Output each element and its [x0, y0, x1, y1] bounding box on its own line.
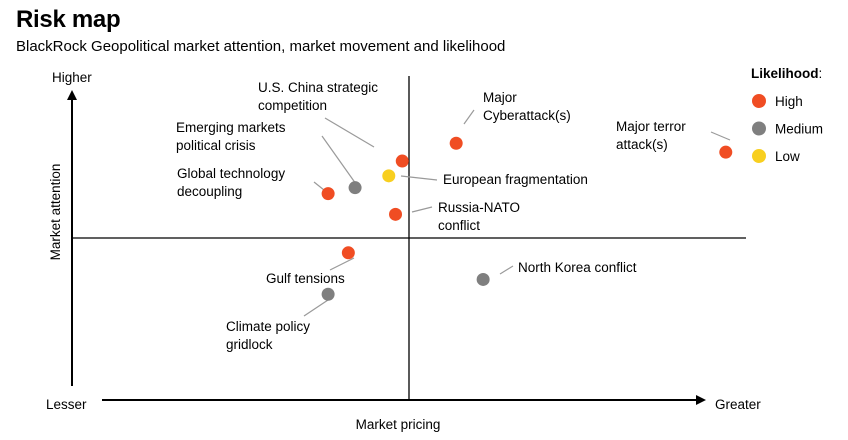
point-label: competition [258, 98, 327, 113]
leader-line [329, 257, 355, 271]
point-label: Russia-NATO [438, 200, 520, 215]
legend-label: High [775, 94, 803, 109]
legend-label: Low [775, 149, 800, 164]
data-point [476, 272, 490, 286]
data-point [719, 145, 733, 159]
point-label: conflict [438, 218, 480, 233]
data-points [321, 136, 733, 301]
data-point [321, 187, 335, 201]
data-point [395, 154, 409, 168]
legend-title-suffix: : [819, 66, 823, 81]
point-label: gridlock [226, 337, 273, 352]
legend-swatch [752, 149, 766, 163]
data-point [382, 169, 396, 183]
point-label: Climate policy [226, 319, 310, 334]
data-point [321, 287, 335, 301]
leader-line [303, 299, 329, 317]
legend-swatch [752, 121, 766, 136]
point-label: Gulf tensions [266, 271, 345, 286]
data-point [341, 246, 355, 260]
point-label: Emerging markets [176, 120, 286, 135]
leader-line [710, 131, 731, 141]
legend-title-text: Likelihood [751, 66, 819, 81]
leader-line [411, 206, 433, 213]
point-label: Cyberattack(s) [483, 108, 571, 123]
leader-line [499, 265, 514, 275]
point-label: North Korea conflict [518, 260, 637, 275]
point-label: Global technology [177, 166, 285, 181]
leader-line [400, 175, 438, 181]
legend-swatch [752, 94, 766, 108]
y-axis-title: Market attention [48, 164, 63, 261]
point-label: European fragmentation [443, 172, 588, 187]
leader-line [321, 135, 357, 185]
legend: Likelihood: High Medium Low [751, 66, 823, 164]
point-labels: U.S. China strategic competition Major Cybe… [176, 80, 686, 352]
point-label: decoupling [177, 184, 242, 199]
x-axis-low-label: Lesser [46, 397, 87, 412]
point-label: political crisis [176, 138, 256, 153]
point-label: attack(s) [616, 137, 668, 152]
leader-line [463, 109, 475, 125]
data-point [449, 136, 463, 150]
legend-title: Likelihood: [751, 66, 822, 81]
point-label: Major terror [616, 119, 686, 134]
legend-label: Medium [775, 122, 823, 137]
axes: Higher Lesser Greater Market pricing Market … [46, 70, 761, 432]
chart-subtitle: BlackRock Geopolitical market attention,… [16, 38, 506, 55]
leader-line [324, 117, 375, 148]
data-point [389, 207, 403, 221]
x-axis-high-label: Greater [715, 397, 761, 412]
x-axis-title: Market pricing [356, 417, 441, 432]
point-label: Major [483, 90, 517, 105]
point-label: U.S. China strategic [258, 80, 378, 95]
data-point [348, 181, 362, 195]
y-axis-high-label: Higher [52, 70, 92, 85]
chart-title: Risk map [16, 6, 121, 33]
